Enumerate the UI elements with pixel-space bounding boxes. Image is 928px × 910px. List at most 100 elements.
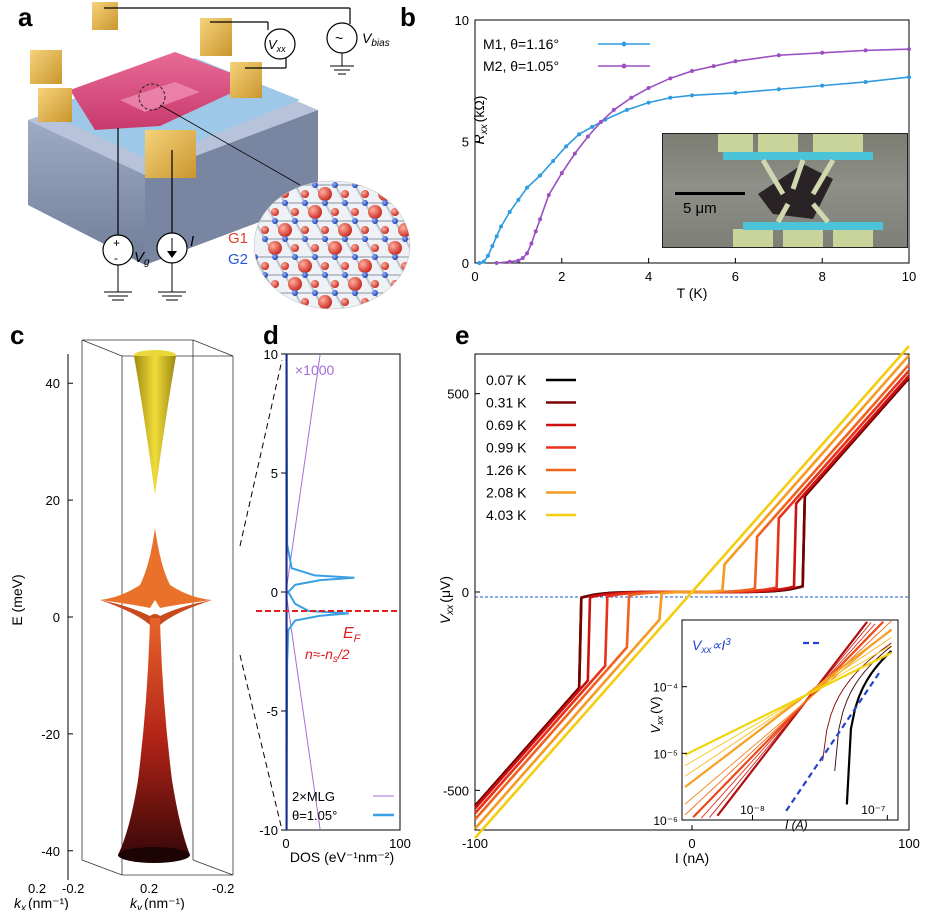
c-y-tick-label: 20 [46, 493, 60, 508]
b-data-point [490, 243, 495, 248]
lattice-zoom-lens [254, 181, 439, 309]
atom-g1 [378, 295, 392, 309]
inset-curve [684, 629, 893, 788]
b-data-point [564, 144, 569, 149]
device-micrograph: 5 μm [662, 133, 908, 248]
vg-label: Vg [134, 249, 150, 268]
b-data-point [516, 197, 521, 202]
b-data-point [481, 259, 486, 264]
atom-g2 [332, 218, 338, 224]
b-data-point [546, 192, 551, 197]
atom-g2 [272, 218, 278, 224]
atom-g2 [352, 182, 358, 188]
c-y-axis-label: E (meV) [9, 574, 25, 625]
vbias-label: Vbias [362, 30, 390, 49]
b-data-point [590, 124, 595, 129]
b-y-tick-label: 10 [455, 13, 469, 28]
e-y-tick-label: 0 [462, 585, 469, 600]
atom-g2 [412, 218, 418, 224]
b-data-point [494, 261, 499, 265]
atom-g1 [378, 187, 392, 201]
g2-label: G2 [228, 251, 248, 268]
b-data-point [668, 95, 673, 100]
atom-g2 [372, 218, 378, 224]
atom-g2 [282, 200, 288, 206]
atom-g2 [352, 254, 358, 260]
b-data-point [494, 234, 499, 239]
inset-y-tick-label: 10⁻⁵ [653, 747, 678, 761]
d-legend-label-2: θ=1.05° [292, 808, 337, 823]
atom-g1 [361, 190, 369, 198]
b-y-tick-label: 5 [462, 135, 469, 150]
contact-top-right [200, 18, 232, 56]
atom-g2 [312, 182, 318, 188]
c-ky-tick-0: 0.2 [140, 881, 158, 896]
atom-g1 [271, 280, 279, 288]
b-data-point [646, 100, 651, 105]
b-data-point [551, 158, 556, 163]
b-data-point [572, 151, 577, 156]
e-y-tick-label: -500 [443, 783, 469, 798]
b-data-point [516, 258, 521, 263]
b-data-point [863, 79, 868, 84]
b-data-point [538, 217, 543, 222]
atom-g1 [401, 190, 409, 198]
b-data-point [820, 50, 825, 55]
atom-g1 [311, 244, 319, 252]
atom-g1 [411, 208, 419, 216]
inset-curve [834, 645, 892, 772]
contact-left-2 [38, 88, 72, 122]
atom-g2 [254, 290, 258, 296]
atom-g1 [381, 262, 389, 270]
b-data-point [668, 76, 673, 81]
atom-g1 [341, 190, 349, 198]
atom-g2 [382, 272, 388, 278]
atom-g1 [421, 226, 429, 234]
c-kx-tick-1: -0.2 [62, 881, 84, 896]
atom-g2 [402, 272, 408, 278]
atom-g2 [372, 254, 378, 260]
device-schematic: Vxx ~ Vbias + - Vg I G1 G2 [28, 2, 439, 310]
b-data-point [598, 120, 603, 125]
atom-g1 [431, 280, 439, 288]
svg-text:-: - [114, 251, 118, 265]
atom-g2 [402, 236, 408, 242]
inset-fit-annotation: Vxx∝I3 [692, 637, 731, 656]
e-series-line-7 [474, 345, 910, 839]
atom-g1 [328, 241, 342, 255]
b-legend-marker [621, 63, 627, 69]
b-data-point [533, 229, 538, 234]
inset-curve [709, 622, 872, 818]
b-data-point [507, 209, 512, 214]
b-y-axis-label: Rxx(kΩ) [471, 96, 490, 145]
atom-g2 [392, 254, 398, 260]
contact-bottom [145, 130, 196, 178]
scale-bar [675, 192, 745, 195]
atom-g1 [381, 226, 389, 234]
b-data-point [776, 53, 781, 58]
atom-g2 [342, 236, 348, 242]
atom-g2 [282, 236, 288, 242]
b-data-point [776, 87, 781, 92]
panel-letter-c: c [10, 320, 25, 350]
atom-g2 [392, 182, 398, 188]
atom-g1 [371, 244, 379, 252]
atom-g1 [388, 241, 402, 255]
b-legend-label-2: M2, θ=1.05° [483, 58, 559, 74]
atom-g2 [302, 272, 308, 278]
atom-g2 [332, 182, 338, 188]
atom-g1 [281, 262, 289, 270]
atom-g1 [401, 262, 409, 270]
atom-g2 [352, 290, 358, 296]
b-y-tick-label: 0 [462, 256, 469, 271]
e-legend-label-1: 0.07 K [486, 372, 527, 388]
zoom-circle [138, 83, 166, 111]
atom-g2 [422, 272, 428, 278]
d-x-tick-label: 100 [389, 836, 411, 851]
atom-g2 [412, 254, 418, 260]
b-x-tick-label: 8 [819, 269, 826, 284]
scale-bar-label: 5 μm [683, 200, 717, 217]
atom-g1 [431, 244, 439, 252]
b-data-point [507, 259, 512, 264]
inset-curve [692, 620, 885, 818]
